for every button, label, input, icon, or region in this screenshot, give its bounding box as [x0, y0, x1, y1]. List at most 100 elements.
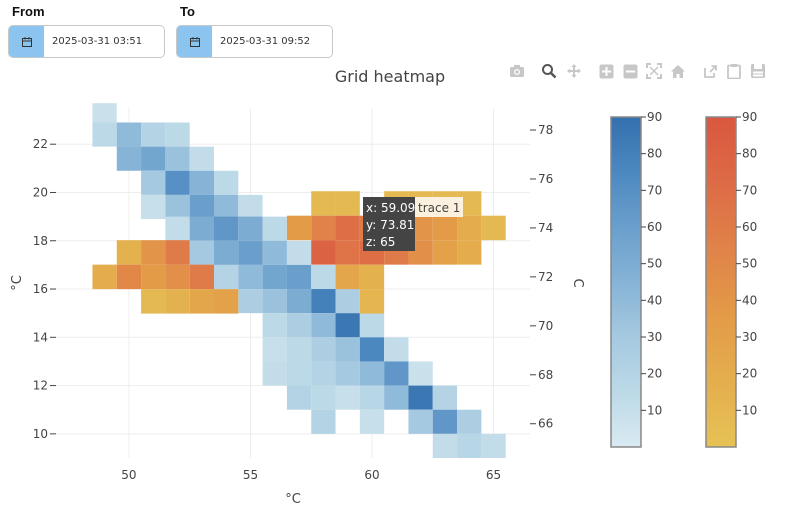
- heatmap-cell: [359, 215, 385, 241]
- heatmap-cell: [457, 433, 482, 458]
- heatmap-cell: [457, 191, 482, 216]
- heatmap-cell: [165, 194, 190, 220]
- heatmap-cell: [359, 337, 385, 362]
- heatmap-cell: [238, 240, 263, 265]
- heatmap-cell: [481, 433, 506, 458]
- heatmap-cell: [189, 240, 214, 265]
- heatmap-cell: [262, 264, 287, 290]
- heatmap-cell: [92, 122, 117, 147]
- heatmap-cell: [116, 146, 142, 171]
- from-filter: From: [8, 4, 165, 58]
- colorbar-tick-label: 50: [742, 257, 757, 271]
- x-axis-label: °C: [285, 492, 301, 507]
- heatmap-cell: [408, 409, 433, 434]
- heatmap-cell: [286, 289, 312, 314]
- tooltip-line: y: 73.81: [366, 218, 414, 232]
- heatmap-cell: [311, 215, 336, 241]
- from-label: From: [12, 4, 45, 19]
- heatmap-cell: [286, 264, 312, 290]
- colorbar-tick-label: 60: [647, 220, 662, 234]
- y2-tick-label: 78: [538, 123, 553, 137]
- zoom-in-icon[interactable]: [597, 62, 615, 80]
- heatmap-cell: [311, 289, 336, 314]
- heatmap-cell: [408, 215, 433, 241]
- heatmap-cell: [141, 289, 166, 314]
- y2-tick-label: 66: [538, 417, 553, 431]
- heatmap-cell: [457, 409, 482, 434]
- heatmap-cell: [335, 313, 360, 338]
- colorbar-tick-label: 30: [742, 330, 757, 344]
- heatmap-cell: [116, 264, 142, 290]
- colorbar-trace-0: [610, 116, 642, 448]
- heatmap-cell: [286, 361, 312, 386]
- heatmap-cell: [335, 361, 360, 386]
- heatmap-cell: [384, 361, 409, 386]
- heatmap-cell: [189, 289, 214, 314]
- heatmap-cell: [189, 216, 214, 241]
- heatmap-cell: [384, 191, 409, 216]
- heatmap-cell: [238, 289, 263, 314]
- heatmap-cell: [214, 289, 239, 314]
- heatmap-cell: [262, 289, 287, 314]
- x-tick-label: 60: [364, 468, 379, 482]
- open-external-icon[interactable]: [701, 62, 719, 80]
- heatmap-cell: [262, 337, 287, 362]
- heatmap-cell: [311, 409, 336, 434]
- colorbar-tick-label: 90: [647, 110, 662, 124]
- to-date-picker[interactable]: [176, 25, 333, 58]
- calendar-icon[interactable]: [177, 26, 212, 57]
- heatmap-cell: [262, 216, 287, 241]
- heatmap-cell: [359, 264, 385, 290]
- heatmap-cell: [432, 191, 458, 216]
- heatmap-cell: [311, 191, 336, 216]
- autoscale-icon[interactable]: [645, 62, 663, 80]
- colorbar-tick-label: 20: [647, 367, 662, 381]
- tooltip-line: x: 59.09: [366, 201, 415, 215]
- y2-axis-label: C: [570, 278, 585, 287]
- heatmap-cell: [141, 170, 166, 195]
- calendar-icon[interactable]: [9, 26, 44, 57]
- colorbar-tick-label: 20: [742, 367, 757, 381]
- heatmap-cell: [262, 361, 287, 386]
- pan-icon[interactable]: [565, 62, 583, 80]
- heatmap-cell: [408, 191, 433, 216]
- heatmap-cell: [286, 337, 312, 362]
- heatmap-cell: [311, 385, 336, 410]
- chart-title: Grid heatmap: [334, 67, 446, 86]
- to-date-input[interactable]: [212, 35, 332, 48]
- x-tick-label: 55: [243, 468, 258, 482]
- to-filter: To: [176, 4, 333, 58]
- heatmap-cell: [359, 385, 385, 410]
- heatmap-cell: [189, 170, 214, 195]
- colorbar-tick-label: 40: [742, 293, 757, 307]
- heatmap-cell: [141, 194, 166, 220]
- colorbar-tick-label: 80: [647, 147, 662, 161]
- clipboard-icon[interactable]: [725, 62, 743, 80]
- y2-tick-label: 68: [538, 368, 553, 382]
- heatmap-cell: [335, 264, 360, 290]
- heatmap-cell: [457, 215, 482, 241]
- colorbar-tick-label: 70: [647, 183, 662, 197]
- colorbar-tick-label: 70: [742, 183, 757, 197]
- zoom-out-icon[interactable]: [621, 62, 639, 80]
- home-icon[interactable]: [669, 62, 687, 80]
- heatmap-cell: [384, 215, 409, 241]
- heatmap-cell: [141, 264, 166, 290]
- colorbar-tick-label: 30: [647, 330, 662, 344]
- from-date-input[interactable]: [44, 35, 164, 48]
- heatmap-cell: [311, 313, 336, 338]
- camera-icon[interactable]: [508, 62, 526, 80]
- colorbar-tick-label: 10: [742, 403, 757, 417]
- heatmap-cell: [335, 215, 360, 241]
- from-date-picker[interactable]: [8, 25, 165, 58]
- y-tick-label: 12: [33, 379, 48, 393]
- y2-tick-label: 72: [538, 270, 553, 284]
- y-tick-label: 20: [33, 185, 48, 199]
- zoom-icon[interactable]: [540, 62, 558, 80]
- heatmap-cell: [335, 289, 360, 314]
- tooltip-box: [363, 197, 415, 251]
- heatmap-cell: [286, 240, 312, 265]
- heatmap-cell: [311, 240, 336, 265]
- colorbar-tick-label: 60: [742, 220, 757, 234]
- save-data-icon[interactable]: [749, 62, 767, 80]
